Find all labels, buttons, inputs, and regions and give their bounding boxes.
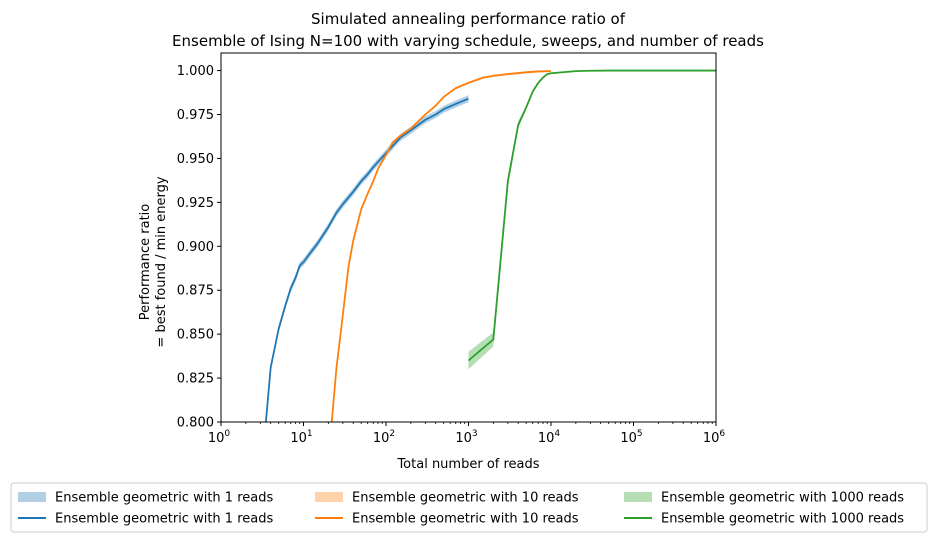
- y-tick-label: 0.875: [177, 284, 214, 299]
- chart-title-line-1: Simulated annealing performance ratio of: [311, 10, 626, 28]
- series-1-confidence-band: [265, 95, 469, 422]
- y-tick-label: 0.825: [177, 372, 214, 387]
- x-axis-label: Total number of reads: [396, 457, 539, 472]
- y-tick-label: 0.950: [177, 152, 214, 167]
- y-tick-label: 1.000: [177, 64, 214, 79]
- series-1-line: [264, 97, 469, 422]
- series-3-confidence-band: [468, 70, 716, 370]
- x-tick-label: 103: [455, 429, 477, 446]
- series-2-line: [330, 70, 552, 422]
- x-tick-label: 106: [703, 429, 726, 446]
- legend-band-swatch: [315, 492, 343, 502]
- y-tick-label: 0.900: [177, 240, 214, 255]
- chart-title: Simulated annealing performance ratio of…: [172, 10, 764, 50]
- legend-frame: [10, 482, 928, 533]
- x-tick-label: 100: [208, 429, 231, 446]
- legend-entry-label: Ensemble geometric with 10 reads: [352, 512, 579, 527]
- legend-entry-label: Ensemble geometric with 1000 reads: [661, 491, 904, 506]
- y-tick-label: 0.850: [177, 328, 214, 343]
- legend: Ensemble geometric with 1 reads Ensemble …: [10, 482, 928, 533]
- x-tick-label: 101: [290, 429, 312, 446]
- y-tick-label: 0.800: [177, 416, 214, 431]
- legend-band-swatch: [18, 492, 46, 502]
- legend-entry-label: Ensemble geometric with 1 reads: [55, 512, 273, 527]
- legend-entry-label: Ensemble geometric with 1000 reads: [661, 512, 904, 527]
- x-tick-label: 105: [620, 429, 642, 446]
- x-tick-label: 102: [373, 429, 395, 446]
- x-tick-label: 104: [538, 429, 561, 446]
- chart-title-line-2: Ensemble of Ising N=100 with varying sch…: [172, 32, 764, 50]
- series-3-line: [467, 69, 716, 362]
- y-tick-label: 0.975: [177, 108, 214, 123]
- y-axis-label: Performance ratio = best found / min ene…: [138, 176, 169, 347]
- legend-entry-label: Ensemble geometric with 10 reads: [352, 491, 579, 506]
- y-axis-label-line-2: = best found / min energy: [154, 176, 169, 347]
- y-axis-label-line-1: Performance ratio: [138, 204, 153, 321]
- legend-entry-label: Ensemble geometric with 1 reads: [55, 491, 273, 506]
- legend-band-swatch: [624, 492, 652, 502]
- y-tick-label: 0.925: [177, 196, 214, 211]
